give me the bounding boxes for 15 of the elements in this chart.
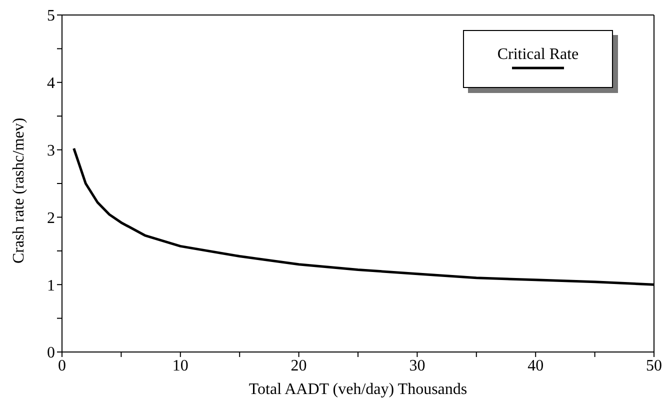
y-tick-label: 2 [47, 210, 55, 227]
x-axis-title: Total AADT (veh/day) Thousands [248, 381, 468, 398]
y-tick-label: 3 [47, 142, 55, 160]
y-axis-title: Crash rate (rashc/mev) [10, 118, 28, 264]
x-tick-label: 0 [58, 357, 66, 374]
y-tick-label: 0 [47, 344, 55, 362]
x-tick-label: 50 [646, 357, 662, 374]
legend-box: Critical Rate [463, 30, 613, 88]
x-tick-label: 10 [172, 357, 188, 374]
x-tick-label: 20 [290, 357, 307, 374]
x-tick-label: 40 [528, 357, 544, 374]
y-tick-label: 5 [47, 8, 55, 25]
y-tick-label: 4 [47, 75, 55, 92]
x-tick-label: 30 [409, 357, 426, 374]
y-tick-label: 1 [47, 277, 55, 294]
